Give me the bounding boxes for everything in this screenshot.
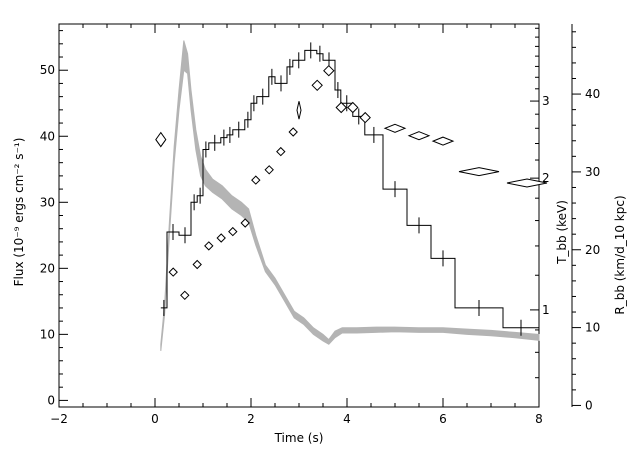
flux-tick-label: 50 bbox=[40, 63, 55, 77]
temperature-point bbox=[276, 146, 286, 157]
temperature-point bbox=[168, 267, 178, 277]
temperature-point bbox=[407, 131, 431, 141]
temperature-point bbox=[311, 79, 323, 92]
temperature-point bbox=[155, 131, 167, 148]
temperature-axis-label: T_bb (keV) bbox=[555, 200, 569, 265]
radius-tick-label: 40 bbox=[585, 87, 600, 101]
temperature-point bbox=[180, 290, 190, 301]
temperature-layer bbox=[155, 64, 548, 301]
temperature-point bbox=[216, 233, 226, 243]
temperature-point bbox=[431, 136, 455, 146]
radius-axis-label: R_bb (km/d_10 kpc) bbox=[613, 195, 627, 314]
flux-axis-label: Flux (10⁻⁹ ergs cm⁻² s⁻¹) bbox=[12, 138, 26, 287]
temperature-point bbox=[359, 111, 371, 124]
x-tick-label: 2 bbox=[247, 412, 255, 426]
temperature-tick-label: 2 bbox=[542, 171, 550, 185]
x-tick-label: 8 bbox=[535, 412, 543, 426]
temperature-point bbox=[296, 101, 302, 120]
temperature-point bbox=[251, 175, 261, 185]
flux-tick-label: 10 bbox=[40, 327, 55, 341]
x-tick-label: 0 bbox=[151, 412, 159, 426]
temperature-tick-label: 1 bbox=[542, 303, 550, 317]
temperature-tick-label: 3 bbox=[542, 94, 550, 108]
radius-tick-label: 30 bbox=[585, 165, 600, 179]
temperature-point bbox=[288, 127, 298, 137]
flux-model-band-layer bbox=[160, 40, 540, 351]
flux-tick-label: 20 bbox=[40, 261, 55, 275]
flux-model-band bbox=[160, 40, 540, 351]
x-tick-label: 4 bbox=[343, 412, 351, 426]
temperature-point bbox=[347, 101, 359, 114]
temperature-point bbox=[335, 101, 347, 114]
x-axis-label: Time (s) bbox=[274, 431, 324, 445]
radius-axis: 0 10 20 30 40 bbox=[571, 24, 600, 412]
flux-tick-label: 0 bbox=[47, 393, 55, 407]
x-tick-label: 6 bbox=[439, 412, 447, 426]
temperature-point bbox=[458, 167, 500, 177]
temperature-point bbox=[506, 178, 548, 188]
radius-tick-label: 20 bbox=[585, 243, 600, 257]
flux-tick-label: 30 bbox=[40, 195, 55, 209]
temperature-point bbox=[192, 259, 202, 270]
plot-frame bbox=[58, 23, 540, 408]
radius-tick-label: 10 bbox=[585, 321, 600, 335]
temperature-point bbox=[383, 123, 407, 133]
temperature-point bbox=[204, 241, 214, 251]
temperature-point bbox=[240, 218, 250, 228]
temperature-point bbox=[228, 226, 238, 237]
flux-tick-label: 40 bbox=[40, 129, 55, 143]
flux-step-layer bbox=[160, 42, 539, 336]
radius-tick-label: 0 bbox=[585, 398, 593, 412]
x-tick-label: −2 bbox=[50, 412, 68, 426]
temperature-point bbox=[264, 165, 274, 175]
temperature-point bbox=[323, 64, 335, 77]
axes-layer: −2 0 2 4 6 8 0 10 20 30 40 50 1 2 3 bbox=[40, 24, 550, 426]
